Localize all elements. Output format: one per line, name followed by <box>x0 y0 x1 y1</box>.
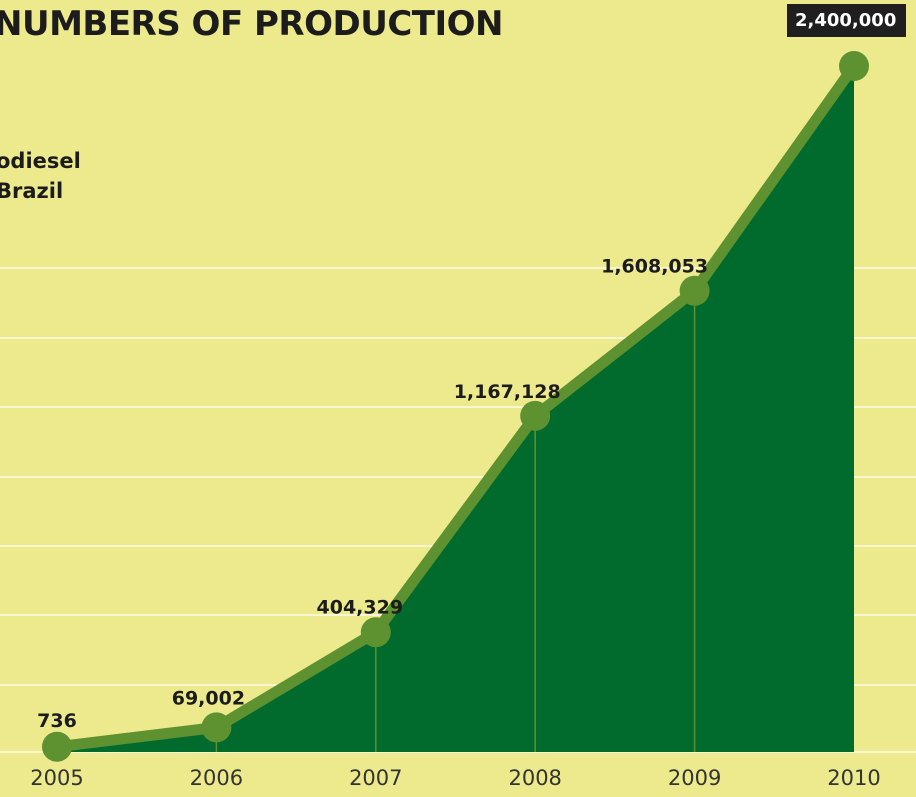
series-line <box>51 60 860 753</box>
value-labels: 736 69,002 404,329 1,167,128 1,608,053 <box>37 256 708 732</box>
chart-title: NUMBERS OF PRODUCTION <box>0 4 504 44</box>
data-point-2007 <box>360 617 391 648</box>
subtitle-line-2: Brazil <box>0 179 64 203</box>
value-label-2009: 1,608,053 <box>601 256 708 278</box>
x-axis-tick-labels: 2005 2006 2007 2008 2009 2010 <box>30 766 880 790</box>
value-label-2007: 404,329 <box>317 596 404 618</box>
data-point-2009 <box>679 275 710 306</box>
data-point-2006 <box>201 712 232 743</box>
x-tick-label-2009: 2009 <box>668 766 721 790</box>
x-tick-label-2010: 2010 <box>827 766 880 790</box>
value-label-2006: 69,002 <box>172 687 245 709</box>
x-tick-label-2007: 2007 <box>349 766 402 790</box>
area-fill <box>57 66 854 752</box>
data-point-2010 <box>839 51 869 81</box>
subtitle-line-1: odiesel <box>0 149 81 173</box>
x-tick-label-2008: 2008 <box>508 766 561 790</box>
data-point-2005 <box>42 731 72 762</box>
data-markers <box>42 51 869 762</box>
value-label-2008: 1,167,128 <box>454 381 561 403</box>
highlight-value-badge: 2,400,000 <box>787 4 907 37</box>
x-tick-label-2006: 2006 <box>190 766 243 790</box>
value-label-2005: 736 <box>37 710 77 732</box>
chart-subtitle: odiesel Brazil <box>0 146 81 206</box>
drop-lines <box>215 290 696 752</box>
data-point-2008 <box>520 400 551 431</box>
x-tick-label-2005: 2005 <box>30 766 83 790</box>
